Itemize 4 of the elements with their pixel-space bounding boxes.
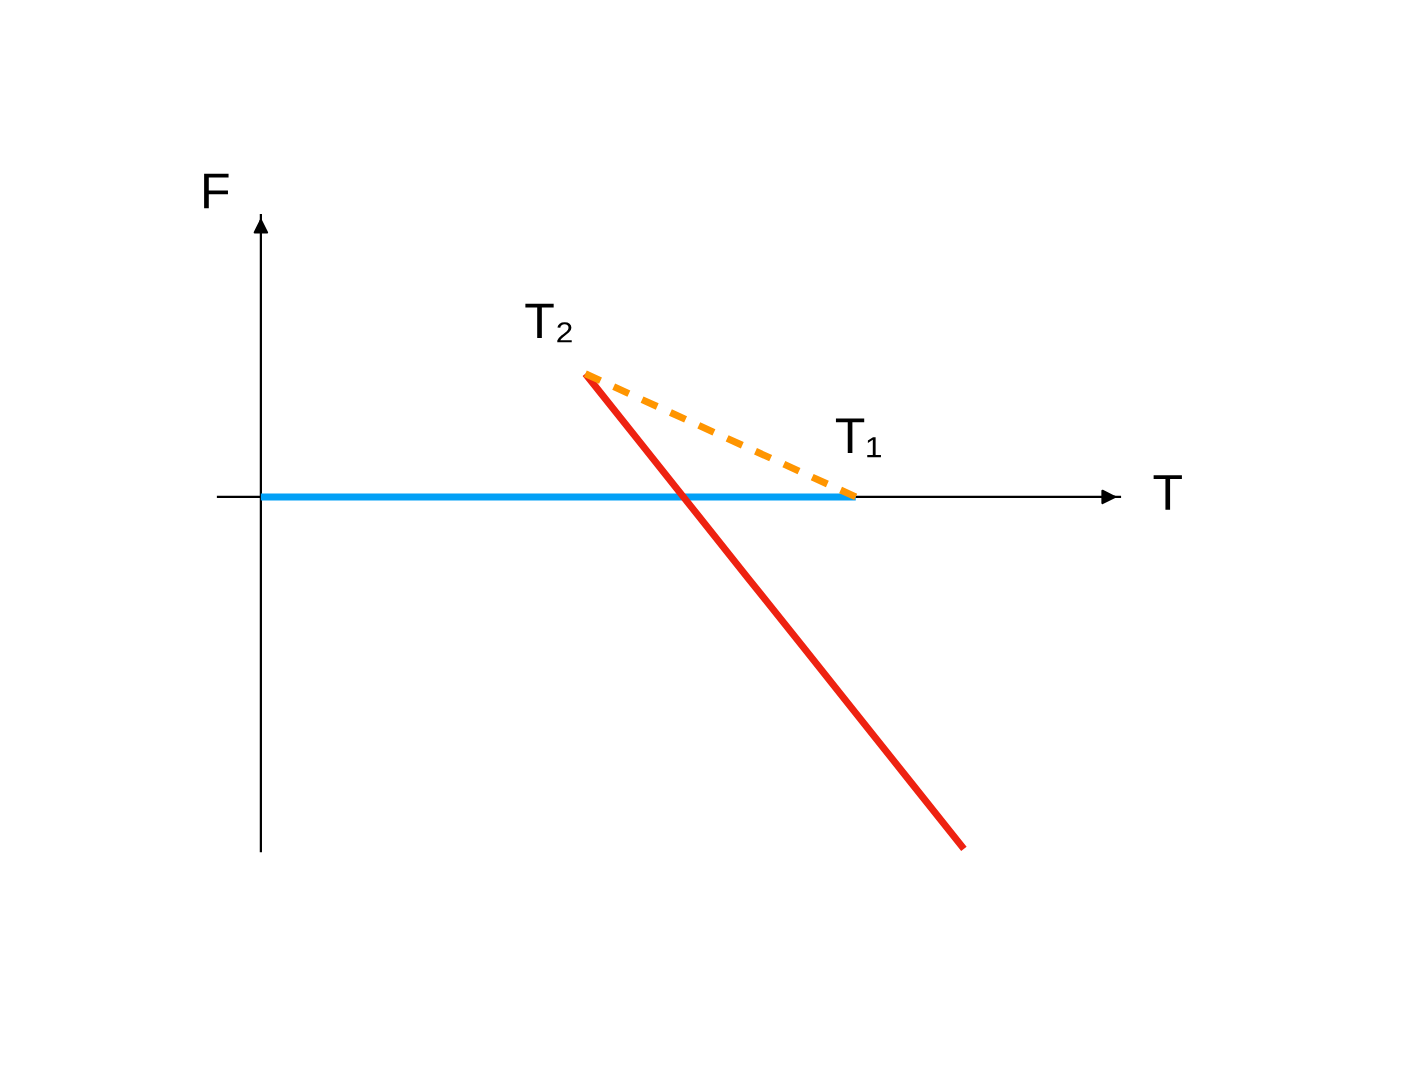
y-axis-title: F — [204, 173, 229, 209]
text: T₂ — [525, 303, 572, 343]
x-axis-title: T — [1153, 475, 1182, 510]
annotation: T₁ — [835, 418, 881, 458]
